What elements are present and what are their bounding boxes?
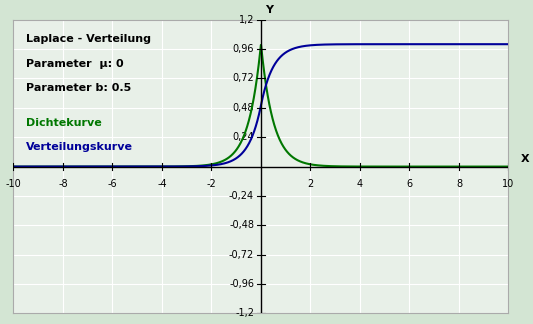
Text: -0,96: -0,96 <box>229 279 254 289</box>
Text: -1,2: -1,2 <box>235 308 254 318</box>
Text: -4: -4 <box>157 179 167 189</box>
Text: 8: 8 <box>456 179 462 189</box>
Text: -0,24: -0,24 <box>229 191 254 201</box>
Text: Y: Y <box>265 5 273 15</box>
Text: 1,2: 1,2 <box>239 15 254 25</box>
Text: Parameter  μ: 0: Parameter μ: 0 <box>26 59 124 69</box>
Text: -0,48: -0,48 <box>229 220 254 230</box>
Text: 10: 10 <box>503 179 515 189</box>
Text: 0,96: 0,96 <box>232 44 254 54</box>
Text: 2: 2 <box>308 179 313 189</box>
Text: 0,72: 0,72 <box>232 74 254 84</box>
Text: 4: 4 <box>357 179 363 189</box>
Text: -6: -6 <box>108 179 117 189</box>
Text: X: X <box>521 154 529 164</box>
Text: Verteilungskurve: Verteilungskurve <box>26 142 133 152</box>
Text: Parameter b: 0.5: Parameter b: 0.5 <box>26 83 131 93</box>
Text: Dichtekurve: Dichtekurve <box>26 118 102 128</box>
Text: Laplace - Verteilung: Laplace - Verteilung <box>26 34 151 44</box>
Text: -8: -8 <box>58 179 68 189</box>
Text: -10: -10 <box>5 179 21 189</box>
Text: 0,48: 0,48 <box>232 103 254 113</box>
Text: 0,24: 0,24 <box>232 132 254 142</box>
Text: -2: -2 <box>207 179 216 189</box>
Text: -0,72: -0,72 <box>229 250 254 260</box>
Text: 6: 6 <box>407 179 413 189</box>
